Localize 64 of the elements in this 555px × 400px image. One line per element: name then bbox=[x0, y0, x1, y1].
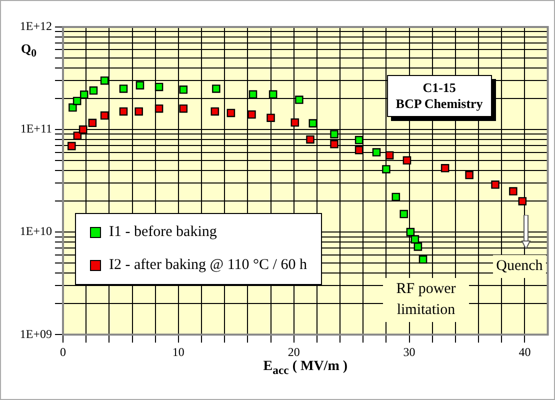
y-axis-title: Q$_{0}$ bbox=[21, 41, 37, 60]
point bbox=[414, 242, 422, 251]
point bbox=[392, 192, 400, 202]
point bbox=[210, 107, 220, 116]
point bbox=[226, 108, 236, 118]
point bbox=[73, 132, 82, 140]
point bbox=[400, 210, 408, 218]
point bbox=[89, 86, 98, 95]
point bbox=[248, 110, 256, 119]
point bbox=[119, 84, 128, 93]
x-tick-label: 10 bbox=[172, 344, 184, 359]
point bbox=[308, 119, 318, 128]
point bbox=[72, 96, 82, 106]
x-tick-label: 30 bbox=[403, 344, 416, 359]
point bbox=[385, 151, 394, 160]
point bbox=[330, 140, 338, 148]
point bbox=[418, 255, 428, 264]
point bbox=[179, 104, 188, 113]
x-tick-label: 40 bbox=[518, 344, 531, 359]
y-tick-label: 1E+11 bbox=[20, 122, 52, 136]
point bbox=[154, 82, 164, 92]
point bbox=[372, 148, 381, 156]
point bbox=[518, 197, 527, 206]
x-tick-label: 20 bbox=[288, 344, 300, 359]
y-tick-label: 1E+12 bbox=[20, 19, 52, 34]
point bbox=[78, 125, 88, 134]
legend-label: I2 - after baking @ 110 °C / 60 h bbox=[109, 256, 307, 274]
x-axis-title: E$_{acc}$ ( MV/m ) bbox=[262, 358, 349, 376]
annotation: Quench bbox=[493, 254, 546, 278]
point bbox=[134, 107, 143, 116]
point bbox=[100, 111, 109, 120]
point bbox=[268, 90, 278, 99]
point bbox=[465, 170, 474, 180]
point bbox=[100, 76, 109, 85]
annotation: C1-15 BCP Chemistry bbox=[386, 75, 492, 117]
point bbox=[119, 107, 128, 116]
annotation: RF power limitation bbox=[383, 278, 470, 322]
point bbox=[410, 235, 420, 244]
point bbox=[406, 228, 415, 236]
point bbox=[290, 118, 300, 127]
point bbox=[248, 90, 258, 99]
y-tick-label: 1E+10 bbox=[20, 224, 52, 238]
point bbox=[491, 180, 500, 189]
point bbox=[136, 81, 144, 90]
point bbox=[212, 84, 220, 93]
point bbox=[402, 156, 412, 165]
point bbox=[382, 165, 390, 174]
point bbox=[330, 130, 338, 138]
point bbox=[179, 85, 188, 94]
point bbox=[306, 135, 314, 144]
point bbox=[295, 96, 304, 104]
point bbox=[354, 146, 364, 154]
point bbox=[88, 118, 97, 128]
legend-label: I1 - before baking bbox=[109, 224, 217, 241]
point bbox=[354, 136, 364, 144]
point bbox=[154, 104, 164, 113]
point bbox=[509, 187, 518, 196]
point bbox=[440, 164, 450, 172]
x-tick-label: 0 bbox=[60, 344, 66, 359]
y-tick-label: 1E+09 bbox=[20, 326, 52, 341]
point bbox=[68, 103, 77, 112]
point bbox=[80, 90, 88, 99]
point bbox=[68, 142, 76, 150]
point bbox=[266, 114, 275, 122]
